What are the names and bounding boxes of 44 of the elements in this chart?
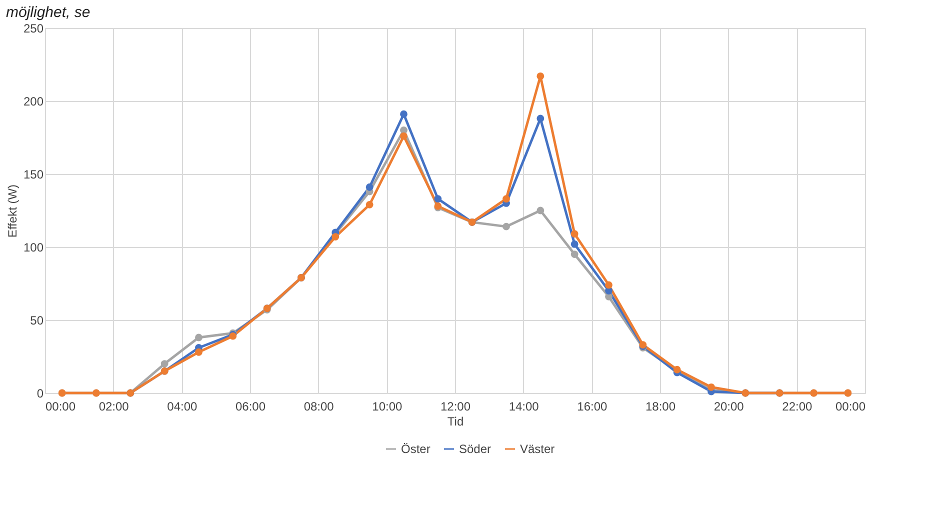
x-tick-label: 04:00 — [167, 400, 198, 414]
point — [605, 281, 612, 289]
legend-label: Väster — [520, 442, 555, 456]
point — [332, 233, 340, 240]
legend-label: Söder — [459, 442, 492, 456]
x-tick-label: 20:00 — [714, 400, 744, 414]
x-tick-label: 12:00 — [440, 400, 471, 414]
x-tick-label: 16:00 — [577, 400, 608, 414]
text: möjlighet, se — [6, 4, 90, 21]
x-tick-label: 10:00 — [372, 400, 403, 414]
point — [366, 200, 374, 208]
x-tick-label: 18:00 — [645, 400, 676, 414]
legend-label: Öster — [401, 442, 430, 456]
y-tick-label: 50 — [30, 314, 44, 328]
y-axis-title: Effekt (W) — [5, 184, 20, 238]
x-tick-label: 00:00 — [46, 400, 76, 414]
x-tick-label: 14:00 — [508, 400, 540, 414]
point — [536, 72, 544, 80]
point — [160, 360, 168, 368]
point — [570, 240, 578, 248]
x-tick-label: 22:00 — [782, 400, 813, 414]
x-tick-label: 02:00 — [98, 400, 130, 414]
point — [570, 230, 578, 238]
point — [536, 114, 544, 122]
x-tick-label: 00:00 — [835, 400, 866, 414]
y-tick-label: 0 — [36, 386, 44, 400]
point — [536, 206, 544, 214]
x-tick-label: 08:00 — [304, 400, 334, 414]
point — [434, 195, 442, 203]
point — [400, 132, 408, 140]
x-tick-label: 06:00 — [235, 400, 266, 414]
point — [400, 110, 408, 118]
y-tick-label: 200 — [23, 94, 44, 108]
x-axis-title: Tid — [447, 414, 464, 428]
point — [195, 348, 202, 356]
point — [502, 195, 510, 203]
y-tick-label: 150 — [23, 168, 44, 182]
y-tick-label: 100 — [23, 240, 44, 254]
point — [708, 383, 715, 391]
point — [502, 222, 510, 230]
point — [195, 334, 202, 342]
point — [570, 250, 578, 258]
y-tick-label: 250 — [23, 22, 44, 36]
point — [366, 183, 374, 191]
